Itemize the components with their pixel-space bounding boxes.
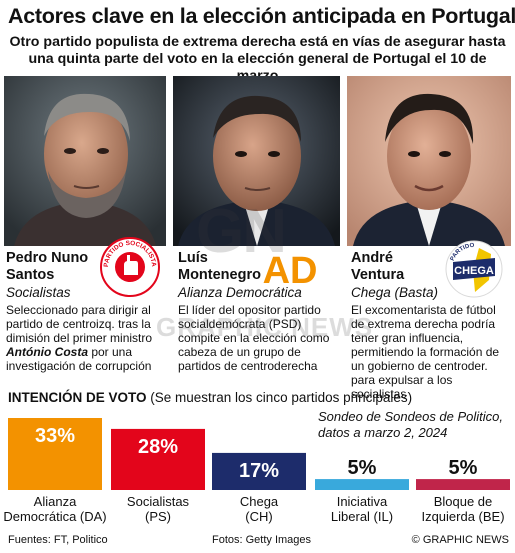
poll-title: INTENCIÓN DE VOTO (Se muestran los cinco… (8, 390, 413, 405)
person-name: André Ventura (351, 250, 405, 283)
category-label: Izquierda (BE) (421, 509, 504, 524)
person-description: El excomentarista de fútbol de extrema d… (351, 303, 500, 401)
footer-sources: Fuentes: FT, Politico (8, 534, 108, 546)
person-description: El líder del opositor partido socialdemó… (178, 303, 330, 373)
photo-andre-ventura (347, 76, 511, 246)
person-description: Seleccionado para dirigir al partido de … (6, 303, 153, 373)
category-label: Chega (240, 494, 279, 509)
chega-party-logo: CHEGA PARTIDO (445, 240, 503, 298)
footer-credit: © GRAPHIC NEWS (411, 534, 509, 546)
footer-photos: Fotos: Getty Images (212, 534, 312, 546)
category-label: (CH) (245, 509, 272, 524)
person-name: Pedro Nuno Santos (6, 250, 89, 283)
person-party: Chega (Basta) (351, 285, 439, 300)
bar-5 (416, 479, 510, 490)
bar-value-label: 33% (35, 425, 75, 447)
bar-value-label: 5% (449, 457, 478, 479)
person-luis-montenegro: Luís Montenegro Alianza Democrática El lí… (178, 250, 340, 373)
category-label: Alianza (34, 494, 77, 509)
page-title: Actores clave en la elección anticipada … (8, 4, 515, 28)
ad-logo-text: AD (263, 250, 317, 291)
chega-logo-band (453, 258, 495, 280)
bar-4 (315, 479, 409, 490)
category-label: Democrática (DA) (3, 509, 106, 524)
bar-1 (8, 418, 102, 490)
chega-logo-text: CHEGA (454, 265, 494, 277)
category-label: Bloque de (434, 494, 493, 509)
alianza-democratica-logo: AD (263, 247, 317, 292)
person-name: Luís Montenegro (178, 250, 261, 283)
person-pedro-nuno-santos: Pedro Nuno Santos Socialistas Seleccionad… (6, 250, 166, 373)
photo-luis-montenegro (173, 76, 340, 246)
person-party: Socialistas (6, 285, 71, 300)
poll-note: Sondeo de Sondeos de Politico, datos a m… (318, 409, 504, 440)
category-label: Liberal (IL) (331, 509, 393, 524)
bar-3 (212, 452, 306, 490)
person-andre-ventura: André Ventura Chega (Basta) El excomentar… (351, 250, 511, 401)
bar-value-label: 17% (239, 460, 279, 482)
antonio-costa-name: António Costa (6, 345, 88, 359)
socialist-party-logo: PARTIDO SOCIALISTA (100, 237, 160, 297)
person-party: Alianza Democrática (178, 285, 302, 300)
photo-pedro-nuno-santos (4, 76, 166, 246)
bar-value-label: 28% (138, 436, 178, 458)
bar-value-label: 5% (348, 457, 377, 479)
bar-2 (111, 428, 205, 490)
category-label: Socialistas (127, 494, 190, 509)
category-label: Iniciativa (337, 494, 388, 509)
category-label: (PS) (145, 509, 171, 524)
